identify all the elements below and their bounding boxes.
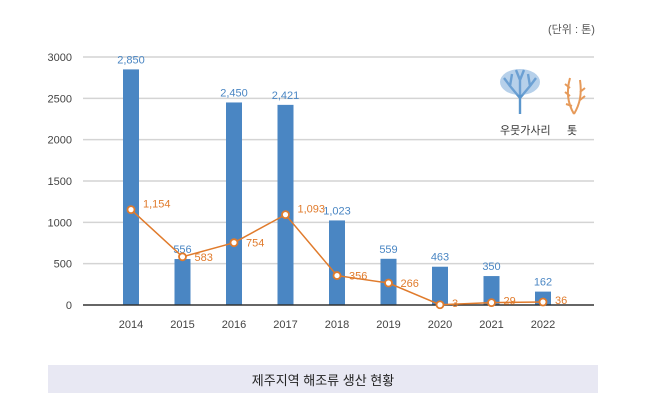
bar-2018 [329,220,345,305]
line-value-label: 583 [195,252,213,264]
bar-value-label: 2,850 [117,54,145,66]
bar-value-label: 162 [534,277,552,289]
bar-2020 [432,266,448,305]
x-tick-label: 2017 [273,319,297,331]
line-value-label: 1,154 [143,199,171,211]
seaweed-tree-icon [500,69,540,114]
bar-2021 [483,276,500,305]
y-tick-label: 500 [54,259,72,271]
bar-value-label: 1,023 [323,205,351,217]
x-tick-label: 2021 [479,319,503,331]
line-point-2015 [178,252,187,262]
x-tick-label: 2022 [531,319,555,331]
bar-2017 [277,104,294,305]
x-tick-label: 2018 [325,319,349,331]
line-value-label: 754 [246,238,264,250]
hijiki-seaweed-icon [564,77,586,115]
line-point-2014 [126,205,136,215]
x-tick-label: 2015 [170,319,194,331]
line-value-label: 266 [401,278,419,290]
bar-value-label: 559 [379,244,397,256]
x-tick-label: 2014 [119,319,143,331]
y-tick-label: 2000 [48,135,72,147]
bar-2014 [123,69,139,306]
bar-2015 [174,259,191,305]
bar-2016 [226,102,242,305]
chart-caption: 제주지역 해조류 생산 현황 [48,365,598,393]
line-point-2020 [435,300,445,310]
bar-value-label: 350 [482,261,500,273]
line-value-label: 3 [452,298,458,310]
y-tick-label: 2500 [48,93,72,105]
bar-value-label: 2,421 [272,90,300,102]
y-tick-label: 0 [66,300,72,312]
line-value-label: 36 [555,295,567,307]
line-value-label: 1,093 [298,204,326,216]
legend-label-우뭇가사리: 우뭇가사리 [500,125,551,137]
bar-value-label: 463 [431,252,449,264]
y-tick-label: 1500 [48,176,72,188]
x-tick-label: 2016 [222,319,246,331]
unit-label: (단위 : 톤) [548,24,595,36]
line-point-2017 [281,210,290,220]
line-point-2016 [229,238,239,248]
x-tick-label: 2020 [428,319,452,331]
y-tick-label: 1000 [48,217,72,229]
bar-value-label: 2,450 [220,87,248,99]
legend-label-톳: 톳 [567,125,578,137]
line-point-2018 [332,271,342,280]
line-value-label: 356 [349,271,367,283]
y-tick-label: 3000 [48,52,72,64]
line-value-label: 29 [504,296,516,308]
line-point-2019 [384,278,393,288]
line-point-2022 [538,297,548,307]
line-point-2021 [487,298,496,308]
x-tick-label: 2019 [376,319,400,331]
